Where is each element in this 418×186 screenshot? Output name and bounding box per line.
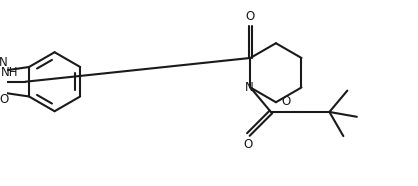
Text: O: O — [281, 95, 291, 108]
Text: O: O — [0, 93, 9, 106]
Text: N: N — [0, 56, 8, 69]
Text: N: N — [245, 81, 254, 94]
Text: O: O — [246, 10, 255, 23]
Text: NH: NH — [0, 66, 18, 79]
Text: O: O — [243, 138, 252, 151]
